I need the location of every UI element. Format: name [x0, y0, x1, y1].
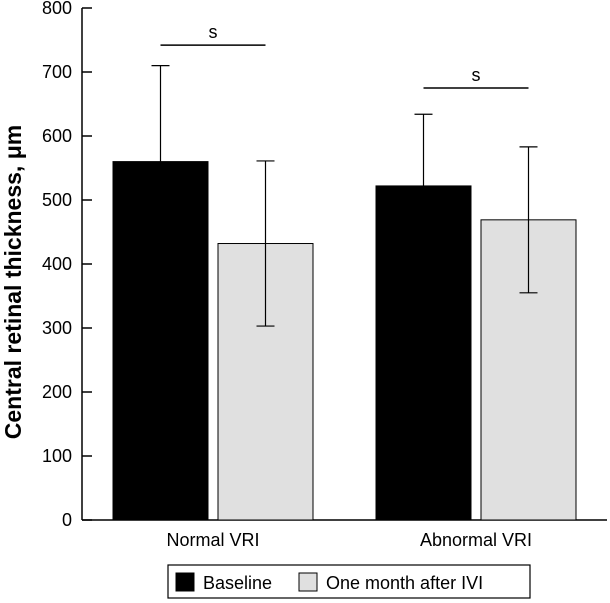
significance-label: s [209, 22, 218, 42]
y-tick-label: 100 [42, 446, 72, 466]
legend: Baseline One month after IVI [167, 564, 531, 599]
significance-label: s [472, 65, 481, 85]
bar [375, 185, 472, 521]
legend-label: One month after IVI [326, 573, 483, 593]
y-tick-label: 300 [42, 318, 72, 338]
legend-box [167, 564, 531, 599]
y-tick-label: 700 [42, 62, 72, 82]
x-category-label: Normal VRI [166, 530, 259, 550]
legend-label: Baseline [203, 573, 272, 593]
x-category-label: Abnormal VRI [420, 530, 532, 550]
y-tick-label: 200 [42, 382, 72, 402]
y-tick-label: 0 [62, 510, 72, 530]
y-tick-label: 800 [42, 0, 72, 18]
bar [112, 161, 209, 521]
y-tick-label: 600 [42, 126, 72, 146]
y-tick-label: 400 [42, 254, 72, 274]
y-tick-label: 500 [42, 190, 72, 210]
legend-swatch [175, 572, 195, 592]
plot-area: 0 100 200 300 400 500 600 700 800 Normal VRI Abnor… [42, 0, 607, 550]
legend-swatch [298, 572, 318, 592]
y-axis-label: Central retinal thickness, μm [0, 125, 26, 439]
